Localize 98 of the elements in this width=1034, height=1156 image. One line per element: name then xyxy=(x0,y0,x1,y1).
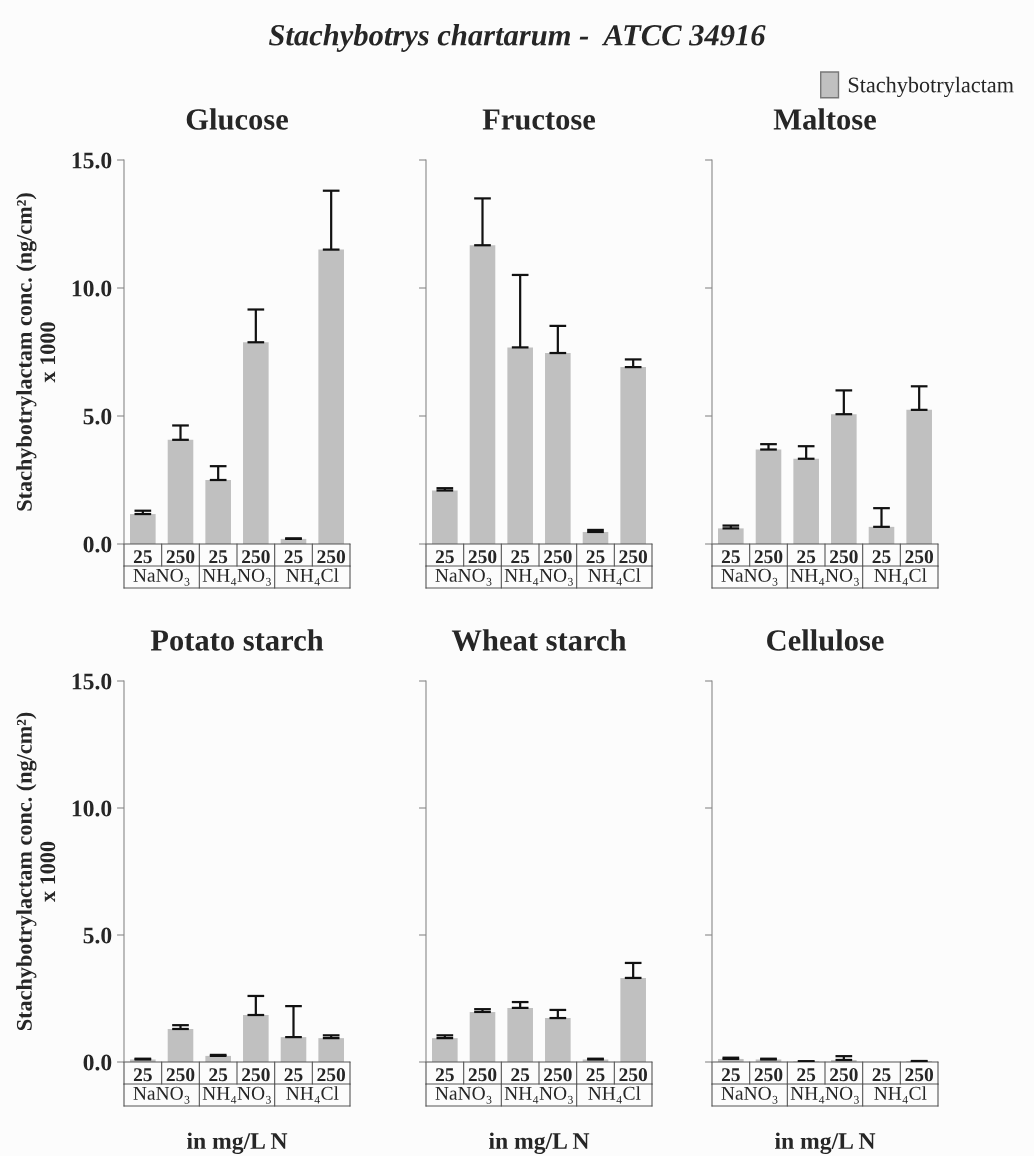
text: NaNO₃ xyxy=(721,1086,778,1104)
chart-title: Cellulose xyxy=(767,629,884,651)
x-tick-label: 25 xyxy=(133,550,152,564)
text: NaNO₃ xyxy=(435,1086,492,1104)
x-tick-label: 25 xyxy=(586,550,605,564)
legend-label: Stachybotrylactam xyxy=(848,76,1014,98)
text: Stachybotrys chartarum - ATCC 34916 xyxy=(268,24,766,52)
bar xyxy=(205,480,231,544)
x-tick-label: 25 xyxy=(511,1068,530,1082)
x-tick-label: 250 xyxy=(754,550,783,564)
x-tick-label: 250 xyxy=(830,550,858,564)
x-tick-label: 250 xyxy=(242,1068,270,1082)
chart-title: Glucose xyxy=(186,108,288,130)
bar xyxy=(318,249,344,544)
x-tick-label: 250 xyxy=(468,1068,497,1082)
bar xyxy=(755,449,782,544)
x-tick-label: 25 xyxy=(721,1068,740,1082)
x-tick-label: 25 xyxy=(872,1068,891,1082)
y-tick-label: 15.0 xyxy=(72,152,112,169)
text: NH₄Cl xyxy=(588,1086,641,1104)
text: NH₄Cl xyxy=(874,568,927,586)
text: NH₄NO₃ xyxy=(202,568,271,586)
x-axis-title: in mg/L N xyxy=(489,1132,590,1155)
bar xyxy=(469,245,496,544)
x-tick-label: 25 xyxy=(435,550,454,564)
bar xyxy=(280,1037,307,1062)
y-tick-label: 15.0 xyxy=(72,673,112,690)
x-tick-label: 25 xyxy=(797,1068,816,1082)
x-axis-title: in mg/L N xyxy=(775,1132,876,1155)
y-tick-label: 5.0 xyxy=(83,408,112,425)
bar xyxy=(243,1015,269,1062)
text: NH₄Cl xyxy=(286,1086,339,1104)
bar xyxy=(620,977,646,1062)
bar xyxy=(167,439,194,544)
y-tick-label: 10.0 xyxy=(72,800,112,817)
x-tick-label: 250 xyxy=(619,1068,648,1082)
x-tick-label: 25 xyxy=(721,550,740,564)
bar xyxy=(831,414,857,544)
x-tick-label: 25 xyxy=(209,550,228,564)
bar xyxy=(507,1007,533,1062)
text: NH₄NO₃ xyxy=(790,1086,859,1104)
bar xyxy=(620,367,646,544)
x-tick-label: 25 xyxy=(586,1068,605,1082)
bar xyxy=(906,409,932,544)
x-tick-label: 250 xyxy=(166,550,195,564)
text: NH₄NO₃ xyxy=(790,568,859,586)
x-tick-label: 250 xyxy=(619,550,648,564)
x-tick-label: 250 xyxy=(242,550,270,564)
chart-title: Potato starch xyxy=(150,629,324,651)
bar xyxy=(432,490,458,544)
chart-title: Maltose xyxy=(773,108,876,130)
x-tick-label: 25 xyxy=(284,550,303,564)
text: NH₄Cl xyxy=(874,1086,927,1104)
y-axis-title: Stachybotrylactam conc. (ng/cm²) x 1000 xyxy=(16,712,56,1031)
text: NH₄NO₃ xyxy=(504,1086,573,1104)
x-tick-label: 25 xyxy=(133,1068,152,1082)
x-tick-label: 25 xyxy=(209,1068,228,1082)
bar xyxy=(545,1018,571,1062)
bar xyxy=(243,342,269,544)
bar xyxy=(318,1038,344,1062)
y-tick-label: 5.0 xyxy=(83,927,112,944)
text: NH₄NO₃ xyxy=(504,568,573,586)
x-tick-label: 25 xyxy=(872,550,891,564)
y-axis-title: Stachybotrylactam conc. (ng/cm²) x 1000 xyxy=(16,193,56,511)
text: NaNO₃ xyxy=(435,568,492,586)
x-axis-title: in mg/L N xyxy=(187,1132,288,1155)
text: NH₄NO₃ xyxy=(202,1086,271,1104)
y-tick-label: 0.0 xyxy=(83,536,112,553)
text: NH₄Cl xyxy=(588,568,641,586)
x-tick-label: 25 xyxy=(435,1068,454,1082)
x-tick-label: 250 xyxy=(317,550,346,564)
x-tick-label: 250 xyxy=(905,550,934,564)
bar xyxy=(507,347,533,544)
x-tick-label: 25 xyxy=(511,550,530,564)
x-tick-label: 250 xyxy=(544,1068,572,1082)
x-tick-label: 250 xyxy=(317,1068,346,1082)
y-tick-label: 0.0 xyxy=(83,1054,112,1071)
bar xyxy=(793,458,819,544)
chart-title: Fructose xyxy=(482,109,596,130)
chart-title: Wheat starch xyxy=(451,629,627,651)
x-tick-label: 250 xyxy=(830,1068,858,1082)
bar xyxy=(432,1038,458,1062)
bar xyxy=(718,528,744,544)
text: NaNO₃ xyxy=(721,568,778,586)
text: NH₄Cl xyxy=(286,568,339,586)
x-tick-label: 25 xyxy=(797,550,816,564)
text: NaNO₃ xyxy=(133,1086,190,1104)
x-tick-label: 250 xyxy=(166,1068,195,1082)
bar xyxy=(469,1011,496,1062)
x-tick-label: 250 xyxy=(544,550,572,564)
bar xyxy=(545,353,571,544)
y-tick-label: 10.0 xyxy=(72,280,112,297)
x-tick-label: 250 xyxy=(468,550,497,564)
x-tick-label: 250 xyxy=(754,1068,783,1082)
x-tick-label: 25 xyxy=(284,1068,303,1082)
x-tick-label: 250 xyxy=(905,1068,934,1082)
text: NaNO₃ xyxy=(133,568,190,586)
bar xyxy=(167,1028,194,1062)
